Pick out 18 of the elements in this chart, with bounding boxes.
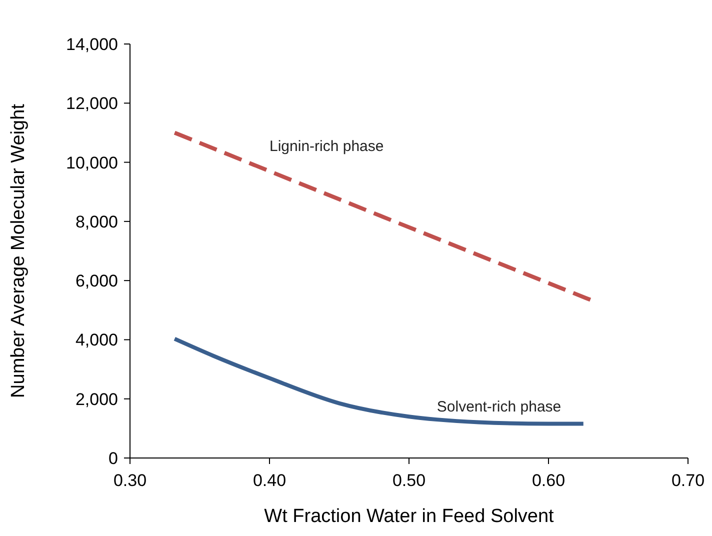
y-tick-label: 10,000 — [66, 153, 118, 172]
y-tick-label: 0 — [108, 449, 118, 468]
series-label: Lignin-rich phase — [270, 138, 384, 156]
line-series — [172, 336, 586, 426]
y-tick-label: 6,000 — [75, 272, 118, 291]
x-tick-label: 0.30 — [113, 471, 147, 490]
y-tick-label: 2,000 — [75, 390, 118, 409]
y-axis-title: Number Average Molecular Weight — [8, 103, 29, 398]
x-tick-label: 0.40 — [252, 471, 286, 490]
y-tick-label: 8,000 — [75, 212, 118, 232]
y-tick-label: 14,000 — [66, 35, 118, 54]
y-tick-label: 12,000 — [66, 94, 118, 114]
x-tick-label: 0.70 — [671, 471, 705, 490]
x-tick-label: 0.50 — [392, 471, 426, 490]
series-label: Solvent-rich phase — [436, 398, 562, 416]
x-axis-title: Wt Fraction Water in Feed Solvent — [264, 506, 555, 527]
x-tick-label: 0.60 — [532, 471, 566, 490]
y-tick-label: 4,000 — [75, 330, 118, 350]
